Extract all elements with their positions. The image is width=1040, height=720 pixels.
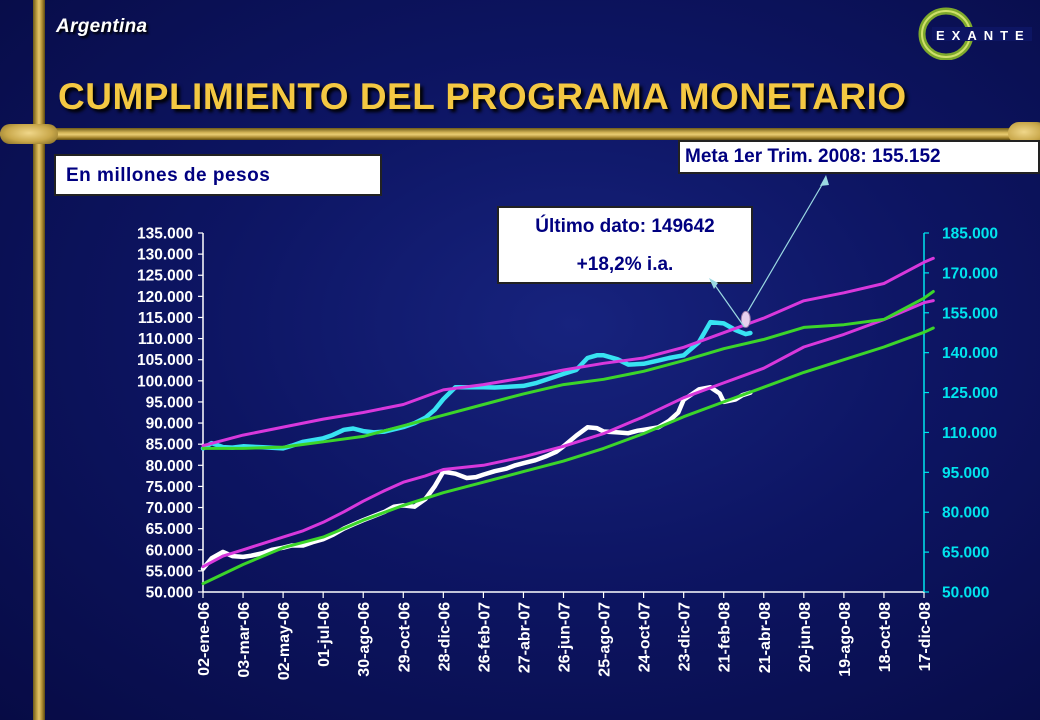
x-tick-label: 30-ago-06	[356, 602, 373, 677]
x-tick-label: 27-abr-07	[516, 602, 533, 673]
x-tick-label: 02-may-06	[276, 602, 293, 680]
gold-bar-left-cap	[0, 124, 58, 144]
last-value-arrow-line	[711, 280, 745, 328]
right-tick-label: 95.000	[942, 465, 989, 482]
series-line-3	[201, 326, 935, 586]
right-tick-label: 155.000	[942, 305, 998, 322]
series-line-6	[201, 290, 935, 450]
right-tick-label: 80.000	[942, 505, 989, 522]
right-tick-label: 50.000	[942, 585, 989, 602]
x-tick-label: 19-ago-08	[837, 602, 854, 677]
units-label-box: En millones de pesos	[54, 154, 382, 196]
last-value-text: Último dato: 149642	[535, 216, 715, 237]
units-label: En millones de pesos	[66, 165, 271, 186]
left-tick-label: 125.000	[137, 268, 193, 285]
right-tick-label: 110.000	[942, 425, 997, 442]
right-tick-label: 125.000	[942, 385, 998, 402]
series-line-2	[201, 299, 935, 569]
x-tick-label: 29-oct-06	[396, 602, 413, 672]
right-tick-label: 170.000	[942, 265, 998, 282]
horizontal-gold-bar	[0, 128, 1040, 140]
left-tick-label: 110.000	[138, 331, 193, 348]
x-tick-label: 21-abr-08	[757, 602, 774, 673]
target-annotation-box: Meta 1er Trim. 2008: 155.152	[678, 140, 1040, 174]
exante-logo: EXANTE	[918, 7, 1032, 60]
x-tick-label: 01-jul-06	[316, 602, 333, 667]
left-tick-label: 100.000	[137, 373, 193, 390]
x-tick-label: 26-jun-07	[557, 602, 574, 672]
left-tick-label: 65.000	[146, 521, 193, 538]
left-tick-label: 55.000	[146, 563, 193, 580]
x-tick-label: 03-mar-06	[236, 602, 253, 678]
left-tick-label: 115.000	[138, 310, 193, 327]
series-line-1	[200, 384, 753, 572]
left-tick-label: 135.000	[137, 226, 193, 243]
target-marker-point	[740, 310, 751, 328]
left-tick-label: 120.000	[137, 289, 193, 306]
last-value-arrow-head	[709, 278, 718, 289]
right-tick-label: 140.000	[942, 345, 998, 362]
page-title: CUMPLIMIENTO DEL PROGRAMA MONETARIO	[58, 76, 907, 117]
series-line-5	[201, 256, 935, 448]
vertical-gold-bar	[33, 0, 45, 720]
right-tick-label: 65.000	[942, 545, 989, 562]
left-tick-label: 130.000	[137, 247, 193, 264]
left-tick-label: 105.000	[137, 352, 193, 369]
left-tick-label: 90.000	[146, 416, 193, 433]
left-tick-label: 80.000	[146, 458, 193, 475]
gold-bar-right-cap	[1008, 122, 1040, 144]
last-value-annotation-box: Último dato: 149642 +18,2% i.a.	[497, 206, 753, 284]
yoy-change-text: +18,2% i.a.	[576, 254, 674, 275]
x-tick-label: 18-oct-08	[877, 602, 894, 672]
target-arrow-head	[820, 175, 829, 186]
left-tick-label: 95.000	[146, 394, 193, 411]
x-tick-label: 24-oct-07	[637, 602, 654, 672]
x-tick-label: 23-dic-07	[677, 602, 694, 671]
x-tick-label: 21-feb-08	[717, 602, 734, 672]
x-tick-label: 02-ene-06	[196, 602, 213, 676]
left-tick-label: 70.000	[146, 500, 193, 517]
target-arrow-line	[747, 177, 827, 312]
x-tick-label: 20-jun-08	[797, 602, 814, 672]
left-tick-label: 85.000	[146, 437, 193, 454]
x-tick-label: 17-dic-08	[917, 602, 934, 671]
country-label: Argentina	[56, 16, 148, 37]
right-tick-label: 185.000	[942, 226, 998, 243]
x-tick-label: 26-feb-07	[476, 602, 493, 672]
x-tick-label: 28-dic-06	[436, 602, 453, 671]
left-tick-label: 75.000	[146, 479, 193, 496]
logo-emblem-icon	[918, 7, 1032, 60]
x-tick-label: 25-ago-07	[597, 602, 614, 677]
logo-wordmark: EXANTE	[936, 28, 1031, 43]
left-tick-label: 60.000	[146, 542, 193, 559]
left-tick-label: 50.000	[146, 585, 193, 602]
target-annotation: Meta 1er Trim. 2008: 155.152	[685, 146, 941, 167]
